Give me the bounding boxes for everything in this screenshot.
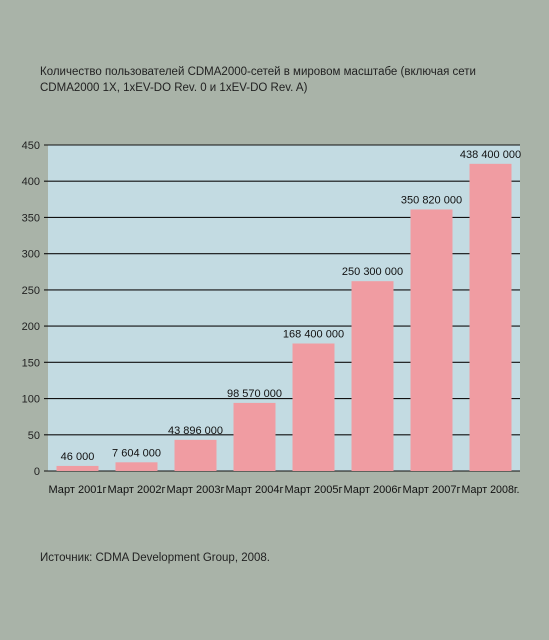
category-label: Март 2003г — [167, 484, 225, 496]
y-tick-label: 350 — [22, 212, 40, 224]
bar — [56, 465, 99, 471]
y-tick-labels: 0 50 100 150 200 250 300 350 400 450 — [22, 140, 40, 478]
category-label: Март 2005г — [285, 484, 343, 496]
bar — [351, 281, 394, 471]
y-tick-label: 50 — [28, 430, 40, 442]
category-label: Март 2006г — [344, 484, 402, 496]
bar — [233, 402, 276, 471]
y-tick-label: 0 — [34, 466, 40, 478]
category-label: Март 2008г. — [462, 484, 520, 496]
category-label: Март 2002г — [108, 484, 166, 496]
y-tick-label: 300 — [22, 249, 40, 261]
chart-title: Количество пользователей CDMA2000-сетей … — [40, 66, 476, 94]
y-tick-label: 400 — [22, 176, 40, 188]
data-label: 7 604 000 — [112, 447, 161, 459]
category-label: Март 2001г — [49, 484, 107, 496]
bar — [292, 343, 335, 471]
data-label: 43 896 000 — [168, 425, 223, 437]
y-tick-label: 150 — [22, 357, 40, 369]
y-tick-label: 450 — [22, 140, 40, 152]
y-tick-label: 100 — [22, 394, 40, 406]
y-tick-label: 200 — [22, 321, 40, 333]
data-label: 350 820 000 — [401, 194, 462, 206]
data-labels: 46 000 7 604 000 43 896 000 98 570 000 168 4… — [61, 149, 521, 463]
source-note: Источник: CDMA Development Group, 2008. — [40, 552, 270, 564]
bars — [56, 163, 512, 471]
data-label: 438 400 000 — [460, 149, 521, 161]
bar — [469, 163, 512, 471]
data-label: 168 400 000 — [283, 328, 344, 340]
category-labels: Март 2001г Март 2002г Март 2003г Март 2004г… — [49, 484, 520, 496]
data-label: 98 570 000 — [227, 388, 282, 400]
bar — [410, 209, 453, 471]
category-label: Март 2007г — [403, 484, 461, 496]
bar — [115, 462, 158, 471]
category-label: Март 2004г — [226, 484, 284, 496]
data-label: 250 300 000 — [342, 266, 403, 278]
data-label: 46 000 — [61, 451, 95, 463]
bar — [174, 439, 217, 471]
y-tick-label: 250 — [22, 285, 40, 297]
